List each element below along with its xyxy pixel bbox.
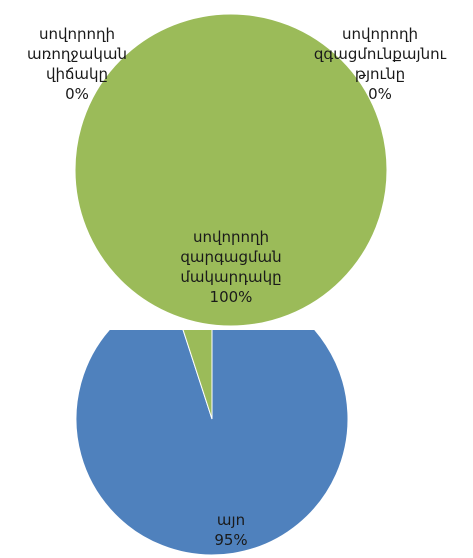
data-label-2-name: սովորողի զգացմունքայնու թյունը <box>313 25 447 83</box>
data-label-3-name: սովորողի զարգացման մակարդակը <box>180 228 282 286</box>
pie-2-slice-2 <box>182 330 213 420</box>
data-label-2: սովորողի զգացմունքայնու թյունը 0% <box>300 4 460 124</box>
pie-2-slice-1 <box>75 330 349 556</box>
pie-1-slice-3 <box>74 13 388 327</box>
data-label-1-name: սովորողի առողջական վիճակը <box>27 25 127 83</box>
data-label-3-value: 100% <box>209 288 253 306</box>
pie-chart-1: սովորողի առողջական վիճակը 0% սովորողի զգ… <box>0 4 460 327</box>
data-label-4-name: այո <box>216 511 246 529</box>
data-label-1: սովորողի առողջական վիճակը 0% <box>0 4 157 124</box>
data-label-2-value: 0% <box>368 85 392 103</box>
data-label-4-value: 95% <box>214 531 248 549</box>
pie-chart-2-plot <box>75 330 349 556</box>
pie-chart-1-plot <box>74 13 388 327</box>
pie-chart-2: այո 95% <box>0 330 473 558</box>
data-label-1-value: 0% <box>65 85 89 103</box>
data-label-4: այո 95% <box>151 490 311 558</box>
data-label-3: սովորողի զարգացման մակարդակը 100% <box>151 207 311 327</box>
